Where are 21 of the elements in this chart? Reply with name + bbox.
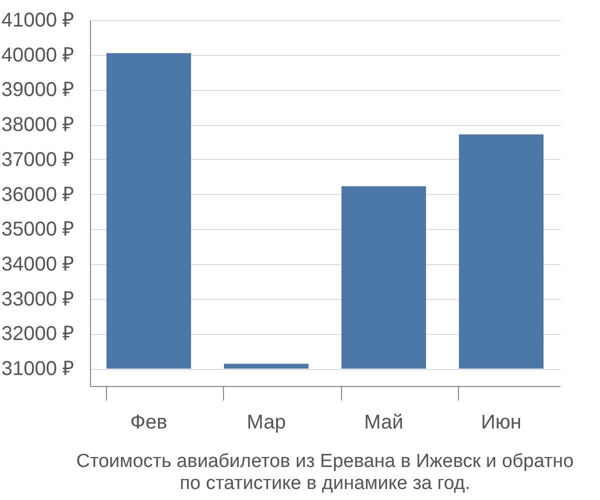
y-tick-label: 39000 ₽ [1, 79, 74, 102]
x-tick-label: Июн [481, 412, 522, 434]
bar [341, 186, 426, 369]
y-tick-label: 32000 ₽ [1, 323, 74, 346]
y-tick-label: 41000 ₽ [1, 10, 74, 32]
y-tick-label: 33000 ₽ [1, 288, 74, 310]
bar [106, 53, 192, 369]
text: Стоимость авиабилетов из Еревана в Ижевск и обратно [76, 451, 574, 472]
y-tick-label: 31000 ₽ [1, 358, 74, 380]
bar [224, 364, 309, 369]
x-tick-label: Фев [130, 412, 168, 434]
y-tick-label: 36000 ₽ [1, 184, 74, 206]
text: по статистике в динамике за год. [180, 473, 470, 494]
y-tick-label: 34000 ₽ [1, 254, 74, 276]
bar [458, 134, 544, 369]
y-tick-label: 38000 ₽ [1, 114, 74, 136]
y-tick-label: 35000 ₽ [1, 218, 74, 241]
x-tick-label: Мар [246, 412, 286, 434]
y-tick-label: 37000 ₽ [1, 148, 74, 171]
y-tick-label: 40000 ₽ [1, 44, 74, 66]
x-tick-label: Май [364, 412, 404, 434]
